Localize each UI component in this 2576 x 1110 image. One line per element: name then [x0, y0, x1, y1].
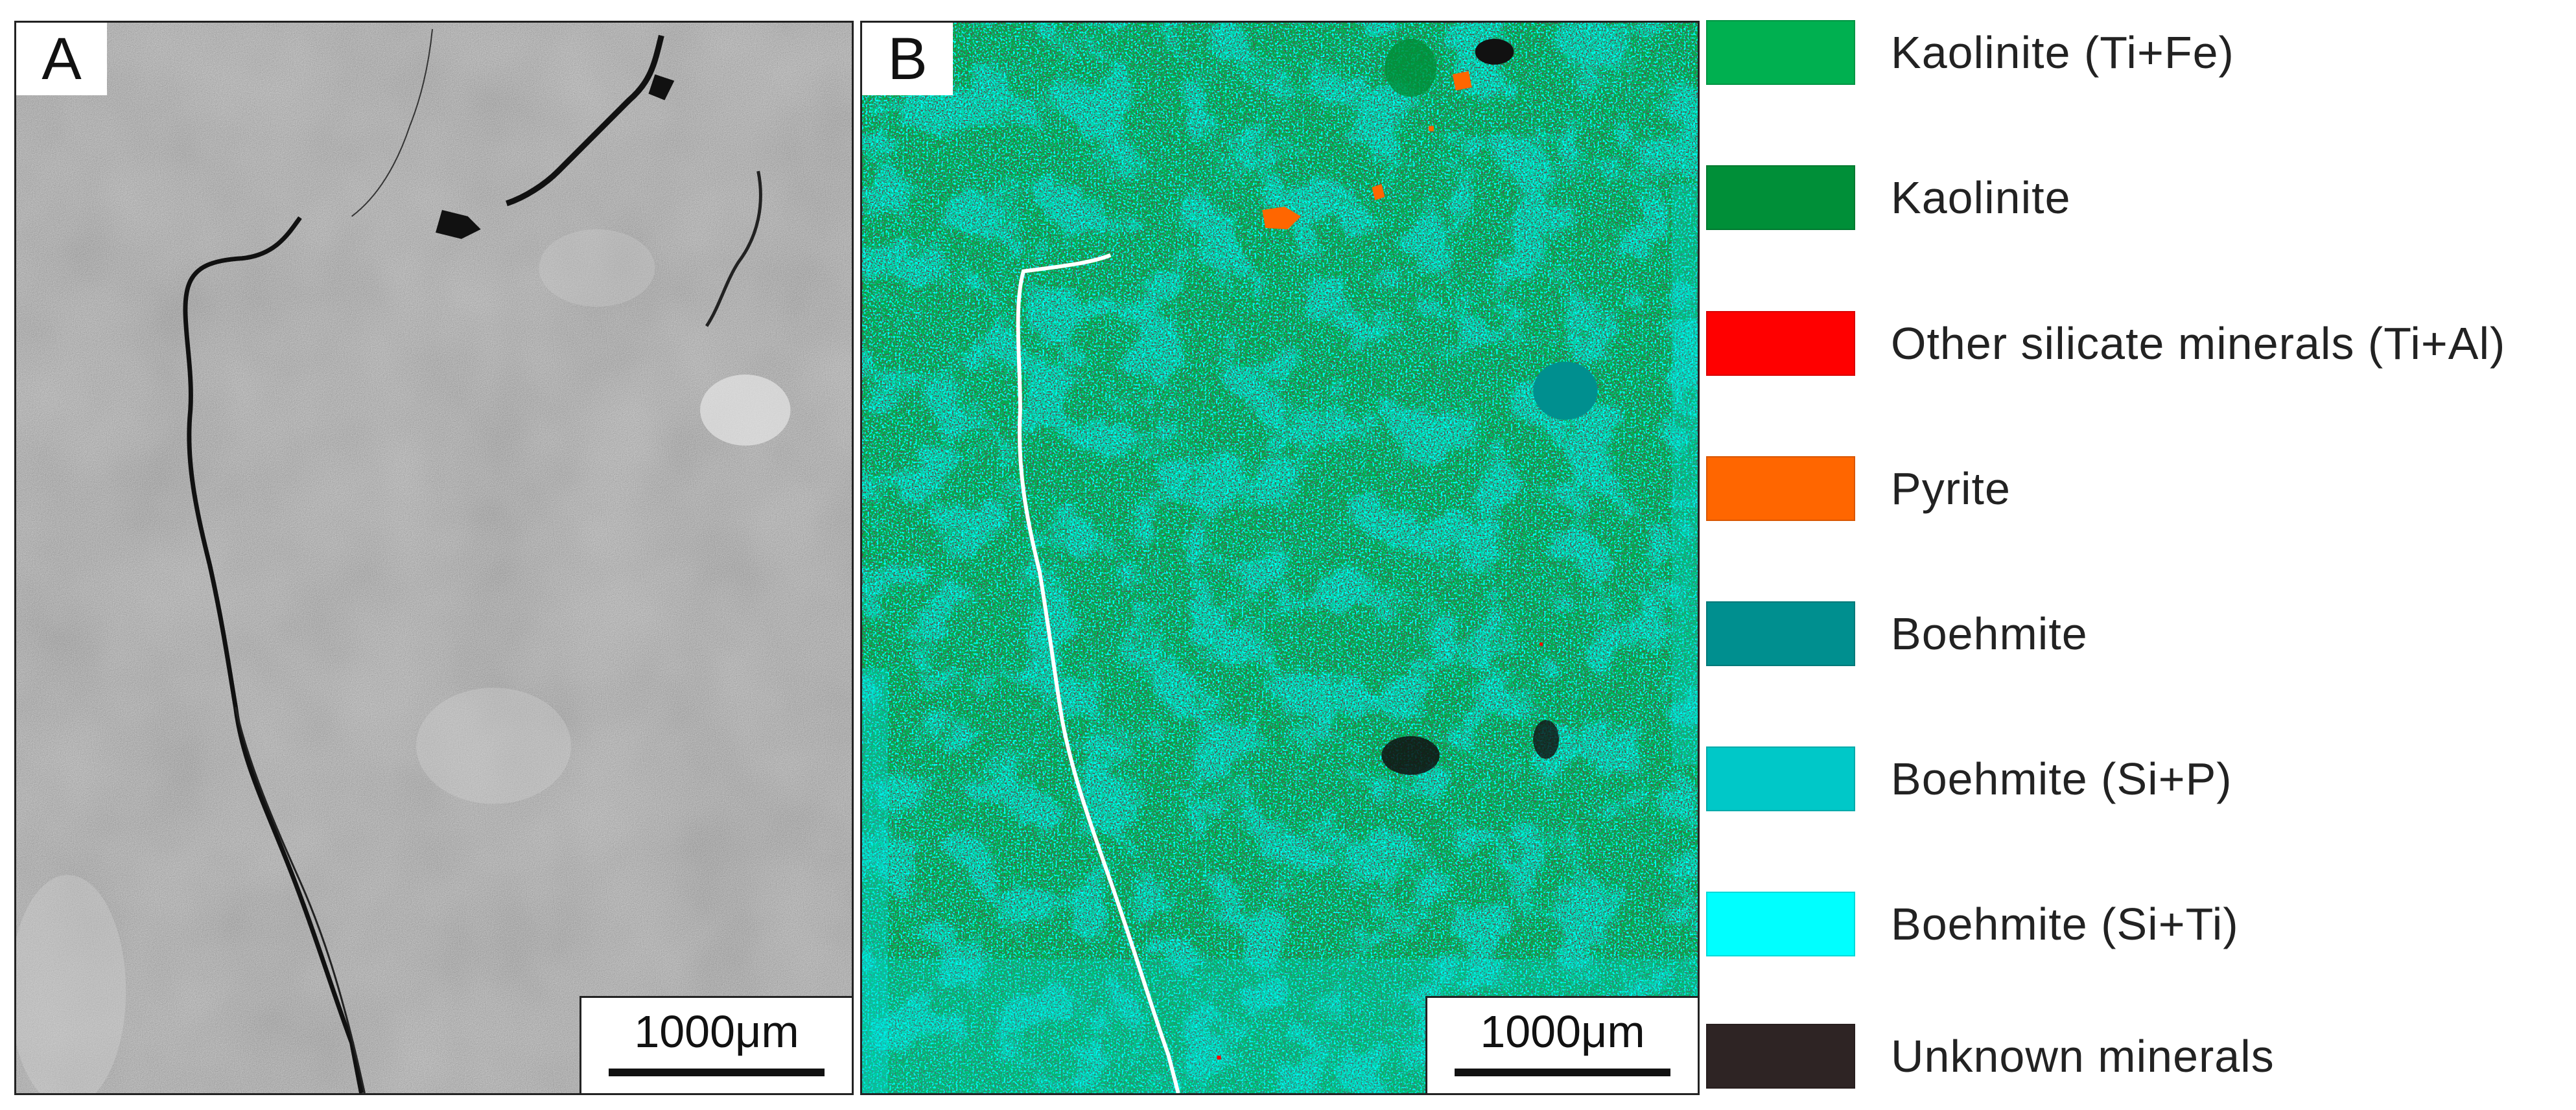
legend-label: Kaolinite [1891, 172, 2071, 223]
panel-a-label: A [16, 23, 107, 95]
legend-label: Other silicate minerals (Ti+Al) [1891, 318, 2506, 369]
legend-item: Boehmite (Si+Ti) [1706, 888, 2575, 960]
scale-bar-text: 1000μm [1480, 1006, 1645, 1057]
legend-swatch [1706, 601, 1855, 666]
mineral-legend: Kaolinite (Ti+Fe) Kaolinite Other silica… [1706, 17, 2575, 1095]
panel-a-scale-bar: 1000μm [580, 996, 852, 1093]
legend-swatch [1706, 892, 1855, 956]
legend-label: Boehmite [1891, 608, 2088, 659]
legend-label: Kaolinite (Ti+Fe) [1891, 27, 2234, 78]
legend-swatch [1706, 456, 1855, 521]
legend-item: Other silicate minerals (Ti+Al) [1706, 308, 2575, 379]
legend-swatch [1706, 746, 1855, 811]
legend-item: Kaolinite [1706, 162, 2575, 233]
legend-item: Unknown minerals [1706, 1021, 2575, 1092]
scale-bar-line [1455, 1069, 1670, 1076]
legend-label: Pyrite [1891, 463, 2011, 514]
scale-bar-line [609, 1069, 825, 1076]
panel-b-mineral-map: B 1000μm [860, 21, 1700, 1095]
legend-item: Kaolinite (Ti+Fe) [1706, 17, 2575, 88]
panel-b-scale-bar: 1000μm [1425, 996, 1698, 1093]
legend-item: Boehmite (Si+P) [1706, 743, 2575, 815]
legend-swatch [1706, 20, 1855, 85]
legend-swatch [1706, 311, 1855, 376]
legend-item: Boehmite [1706, 598, 2575, 669]
mineral-phase-map [862, 23, 1698, 1093]
legend-item: Pyrite [1706, 453, 2575, 524]
panel-a-bse-image: A 1000μm [14, 21, 854, 1095]
legend-swatch [1706, 165, 1855, 230]
legend-swatch [1706, 1024, 1855, 1089]
bse-micrograph [16, 23, 852, 1093]
scale-bar-text: 1000μm [634, 1006, 799, 1057]
legend-label: Unknown minerals [1891, 1031, 2275, 1081]
legend-label: Boehmite (Si+Ti) [1891, 899, 2239, 949]
panel-b-label: B [862, 23, 953, 95]
legend-label: Boehmite (Si+P) [1891, 754, 2232, 804]
